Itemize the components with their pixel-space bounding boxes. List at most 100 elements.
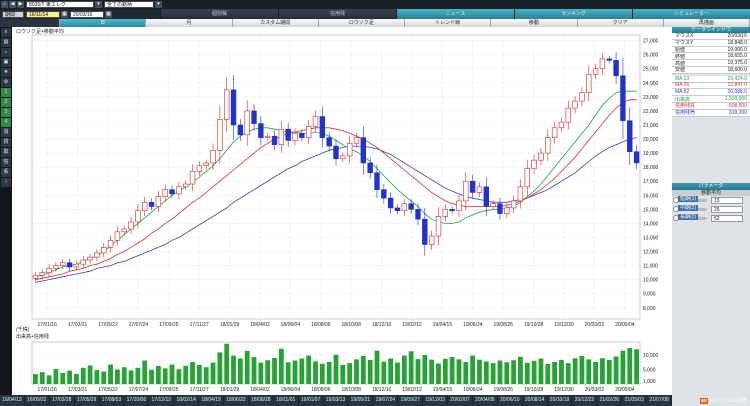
nav-tab[interactable]: 信用残: [278, 9, 396, 19]
date-tick-label: 17/05/22: [98, 322, 118, 328]
tab-redraw[interactable]: 再描画: [663, 19, 750, 27]
leftbar-button[interactable]: i: [1, 178, 11, 187]
parameter-slider[interactable]: 短期(1): [673, 195, 707, 203]
parameter-slider[interactable]: 長期(3): [673, 213, 707, 221]
timeline-date[interactable]: 17/08/03: [100, 395, 125, 406]
timeline-date[interactable]: 20/02/07: [448, 395, 473, 406]
calendar-icon[interactable]: ▦: [61, 10, 68, 18]
price-tick-label: 18,000: [643, 165, 659, 171]
forward-icon[interactable]: ▶: [17, 1, 24, 8]
date-tick-label: 18/08/06: [311, 322, 331, 328]
timeline-date[interactable]: 21/07/08: [647, 395, 673, 406]
candle-body: [497, 203, 503, 214]
parameter-slider[interactable]: 中期(2): [673, 204, 707, 212]
leftbar-button[interactable]: ≡: [1, 28, 11, 37]
parameter-input[interactable]: 13: [711, 196, 743, 204]
candle-body: [633, 151, 640, 164]
tab-candlestick[interactable]: ロウソク足: [318, 19, 405, 27]
tab-trendline[interactable]: トレンド線: [405, 19, 492, 27]
leftbar-button[interactable]: 系: [1, 168, 11, 177]
filter-select[interactable]: 全ての銘柄: [104, 1, 154, 8]
chart-area[interactable]: ロウソク足+移動平均 出来高+信用残 (千株) 17/01/16 17/01/16…: [12, 27, 672, 395]
timeline-date[interactable]: 20/06/10: [498, 395, 523, 406]
leftbar-button[interactable]: ▤: [1, 38, 11, 47]
price-tick-label: 14,000: [643, 221, 659, 227]
timeline-date[interactable]: 17/10/06: [124, 395, 150, 406]
timeline-date[interactable]: 20/12/22: [572, 395, 598, 406]
volume-bar: [497, 360, 503, 384]
indicator-label: MA 13: [675, 75, 690, 82]
volume-date-tick-label: 19/10/28: [524, 387, 544, 393]
timeline-date[interactable]: 21/05/03: [622, 395, 648, 406]
nav-tab[interactable]: 個別株: [160, 9, 278, 19]
nav-tab[interactable]: ニュース: [396, 9, 514, 19]
volume-bar: [340, 364, 346, 384]
leftbar-button[interactable]: 消: [1, 128, 11, 137]
timeline-date[interactable]: 20/08/14: [523, 395, 548, 406]
parameter-input[interactable]: 52: [711, 214, 743, 222]
timeline-date[interactable]: 18/06/22: [224, 395, 249, 406]
timeline-strip[interactable]: 16/04/13 16/09/22 17/03/28 17/05/29 17/08/03…: [0, 395, 673, 406]
tab-day[interactable]: 日: [60, 19, 147, 27]
timeline-date[interactable]: 16/04/13: [0, 395, 25, 406]
timeline-date[interactable]: 18/08/28: [249, 395, 274, 406]
timeline-date[interactable]: 18/11/01: [274, 395, 299, 406]
candle-body: [565, 107, 571, 123]
leftbar-button[interactable]: 4: [1, 118, 11, 127]
timeline-date[interactable]: 19/03/13: [324, 395, 349, 406]
back-icon[interactable]: ◀: [9, 1, 16, 8]
volume-bar: [292, 360, 298, 384]
volume-date-tick-label: 18/08/06: [311, 387, 331, 393]
volume-bar: [108, 364, 113, 384]
timeline-date[interactable]: 19/05/21: [348, 395, 374, 406]
tab-move[interactable]: 移動: [491, 19, 578, 27]
calendar-icon[interactable]: ▦: [105, 10, 112, 18]
price-tick-label: 13,000: [643, 235, 659, 241]
volume-bar: [442, 358, 448, 384]
leftbar-button[interactable]: ★: [1, 68, 11, 77]
timeline-date[interactable]: 21/02/26: [597, 395, 623, 406]
chart-title: ロウソク足+移動平均: [16, 28, 64, 35]
leftbar-button[interactable]: ▣: [1, 58, 11, 67]
leftbar-button[interactable]: 取: [1, 148, 11, 157]
timeline-date[interactable]: 18/04/19: [199, 395, 225, 406]
timeline-date[interactable]: 17/12/12: [149, 395, 175, 406]
dropdown-icon[interactable]: ▾: [95, 1, 102, 8]
timeline-date[interactable]: 19/09/27: [398, 395, 424, 406]
leftbar-button[interactable]: ⌂: [1, 48, 11, 57]
dropdown-icon[interactable]: ▾: [155, 1, 162, 8]
data-row-label: 始値: [675, 47, 686, 53]
timeline-date[interactable]: 19/07/24: [373, 395, 399, 406]
candle-body: [94, 252, 100, 258]
end-date-field[interactable]: 20/03/16: [70, 10, 104, 18]
parameter-input[interactable]: 26: [711, 205, 743, 213]
tab-clear[interactable]: クリア: [577, 19, 664, 27]
leftbar-button[interactable]: 2: [1, 98, 11, 107]
timeline-date[interactable]: 18/02/14: [174, 395, 200, 406]
timeline-date[interactable]: 17/03/28: [50, 395, 75, 406]
tab-custom-period[interactable]: カスタム期間: [232, 19, 319, 27]
volume-bar: [333, 354, 339, 384]
nav-tab[interactable]: シミュレーター: [632, 9, 750, 19]
timeline-date[interactable]: 16/09/22: [25, 395, 50, 406]
volume-bar: [162, 368, 168, 384]
chart-canvas[interactable]: ロウソク足+移動平均 出来高+信用残 (千株) 17/01/16 17/01/16…: [12, 27, 672, 395]
home-icon[interactable]: ⌂: [1, 1, 8, 8]
tab-month[interactable]: 月: [146, 19, 233, 27]
symbol-field[interactable]: 8035/T 東エレク: [26, 1, 94, 8]
price-tick-label: 8,000: [643, 306, 656, 312]
nav-tab[interactable]: ランキング: [514, 9, 632, 19]
timeline-date[interactable]: 20/04/08: [473, 395, 498, 406]
volume-date-tick-label: 18/12/10: [372, 387, 392, 393]
leftbar-button[interactable]: ⚙: [1, 78, 11, 87]
timeline-date[interactable]: 19/12/03: [423, 395, 449, 406]
timeline-date[interactable]: 17/05/29: [75, 395, 100, 406]
timeline-date[interactable]: 19/01/07: [299, 395, 324, 406]
timeline-date[interactable]: 20/10/19: [548, 395, 573, 406]
leftbar-button[interactable]: 信: [1, 158, 11, 167]
leftbar-button[interactable]: 1: [1, 88, 11, 97]
start-date-field[interactable]: 16/11/14: [26, 10, 60, 18]
leftbar-button[interactable]: 貸: [1, 138, 11, 147]
candle-body: [53, 265, 59, 269]
leftbar-button[interactable]: 3: [1, 108, 11, 117]
